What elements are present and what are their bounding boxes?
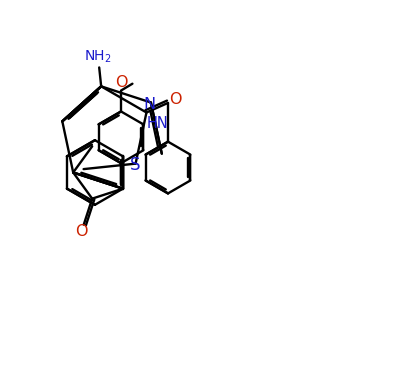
Text: O: O [115,75,127,90]
Text: S: S [130,156,141,174]
Text: O: O [75,224,88,239]
Text: N: N [143,97,155,112]
Text: HN: HN [146,116,168,131]
Text: NH$_2$: NH$_2$ [84,49,112,65]
Text: O: O [169,92,182,107]
